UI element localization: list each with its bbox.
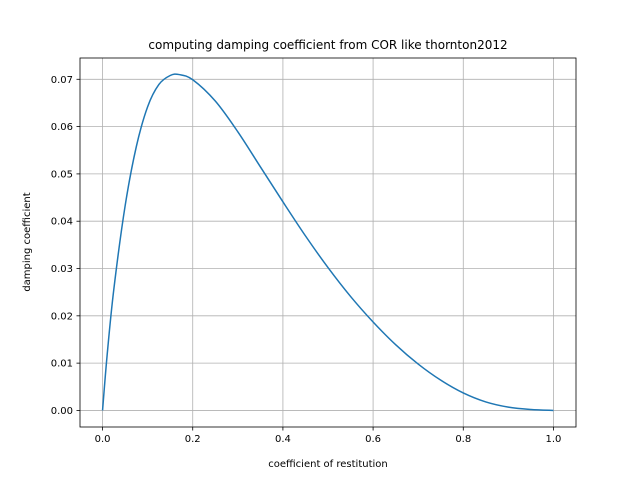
- x-tick-label: 0.4: [275, 434, 291, 445]
- y-axis-label: damping coefficient: [22, 192, 33, 291]
- y-tick-label: 0.06: [51, 122, 73, 133]
- y-tick-label: 0.01: [51, 359, 73, 370]
- x-tick-label: 0.6: [365, 434, 381, 445]
- y-tick-label: 0.05: [51, 169, 73, 180]
- data-line-group: [101, 73, 554, 412]
- y-tick-label: 0.03: [51, 264, 73, 275]
- grid: [80, 58, 576, 427]
- y-tick-label: 0.07: [51, 75, 73, 86]
- damping-coefficient-line: [101, 73, 554, 412]
- y-tick-label: 0.00: [51, 406, 73, 417]
- y-tick-label: 0.02: [51, 311, 73, 322]
- x-axis-label: coefficient of restitution: [268, 459, 388, 470]
- axes-frame: [79, 57, 577, 428]
- y-axis-ticks: 0.00 0.01 0.02 0.03 0.04 0.05 0.06 0.07: [51, 75, 80, 417]
- y-tick-label: 0.04: [51, 217, 73, 228]
- x-axis-ticks: 0.0 0.2 0.4 0.6 0.8 1.0: [95, 427, 562, 445]
- x-tick-label: 0.8: [455, 434, 471, 445]
- x-tick-label: 0.2: [185, 434, 201, 445]
- chart-title: computing damping coefficient from COR l…: [148, 38, 507, 52]
- x-tick-label: 1.0: [546, 434, 562, 445]
- x-tick-label: 0.0: [95, 434, 111, 445]
